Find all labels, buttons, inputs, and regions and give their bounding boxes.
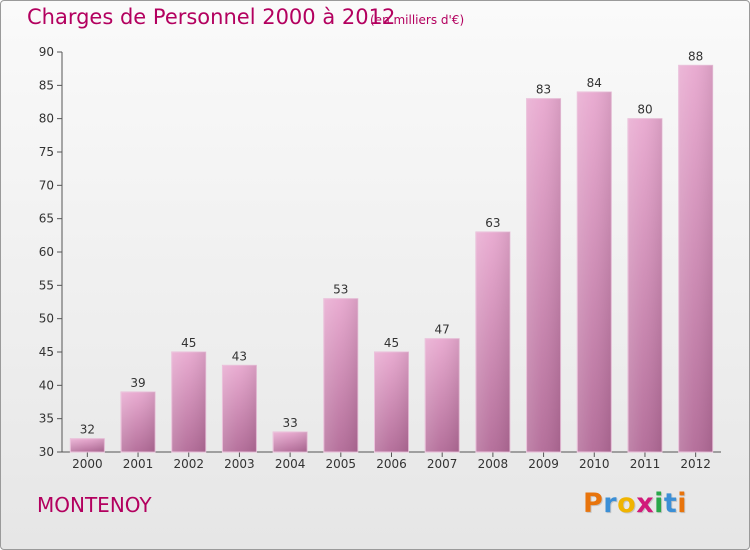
y-tick-label: 80: [39, 112, 54, 126]
y-tick-label: 65: [39, 212, 54, 226]
bar-shade: [577, 92, 612, 452]
logo-letter: P: [583, 488, 604, 519]
x-tick-label: 2008: [478, 457, 509, 471]
logo-letter: o: [617, 488, 637, 519]
data-label: 88: [688, 49, 703, 63]
bar-shade: [678, 65, 713, 452]
y-tick-label: 90: [39, 45, 54, 59]
data-label: 39: [130, 376, 145, 390]
y-tick-label: 85: [39, 78, 54, 92]
bars: [69, 64, 714, 453]
data-label: 53: [333, 283, 348, 297]
y-tick-label: 75: [39, 145, 54, 159]
x-tick-label: 2005: [326, 457, 357, 471]
bar-shade: [526, 98, 561, 453]
y-tick-label: 50: [39, 312, 54, 326]
x-tick-label: 2004: [275, 457, 306, 471]
y-tick-label: 70: [39, 178, 54, 192]
bar-shade: [425, 338, 460, 452]
data-label: 33: [282, 416, 297, 430]
data-label: 83: [536, 83, 551, 97]
bar-shade: [222, 365, 257, 452]
bar-shade: [475, 232, 510, 452]
y-tick-label: 35: [39, 412, 54, 426]
x-tick-label: 2006: [376, 457, 407, 471]
proxiti-logo: Proxiti: [583, 488, 687, 519]
bar-shade: [627, 118, 662, 453]
y-tick-label: 60: [39, 245, 54, 259]
data-label: 32: [80, 423, 95, 437]
logo-letter: i: [677, 488, 688, 519]
data-label: 45: [384, 336, 399, 350]
x-tick-label: 2000: [72, 457, 103, 471]
chart-subtitle: (en milliers d'€): [370, 13, 465, 27]
commune-name: MONTENOY: [37, 493, 152, 517]
bar-shade: [171, 352, 206, 452]
axes: 30 35 40 45 50 55 60 65 70 75 80 85 90 2000 2001 2002 20…: [39, 45, 721, 471]
data-label: 80: [637, 103, 652, 117]
data-label: 84: [587, 76, 602, 90]
bar-shade: [323, 298, 358, 452]
x-tick-label: 2001: [123, 457, 154, 471]
y-tick-label: 45: [39, 345, 54, 359]
y-tick-label: 55: [39, 278, 54, 292]
logo-letter: r: [603, 488, 618, 519]
x-tick-label: 2011: [630, 457, 661, 471]
value-labels: 32 39 45 43 33 53 45 47 63 83 84 80 88: [80, 49, 704, 436]
x-tick-label: 2007: [427, 457, 458, 471]
x-tick-label: 2010: [579, 457, 610, 471]
x-tick-label: 2003: [224, 457, 255, 471]
logo-letter: t: [663, 488, 678, 519]
bar-shade: [70, 438, 105, 452]
bar-shade: [374, 352, 409, 452]
logo-letter: i: [654, 488, 664, 519]
x-tick-label: 2012: [680, 457, 711, 471]
data-label: 45: [181, 336, 196, 350]
data-label: 47: [435, 323, 450, 337]
y-tick-label: 40: [39, 378, 54, 392]
data-label: 43: [232, 349, 247, 363]
y-tick-label: 30: [39, 445, 54, 459]
x-tick-label: 2002: [173, 457, 204, 471]
chart-title: Charges de Personnel 2000 à 2012: [27, 5, 396, 29]
x-tick-label: 2009: [528, 457, 559, 471]
data-label: 63: [485, 216, 500, 230]
bar-shade: [273, 432, 308, 452]
logo-letter: x: [636, 488, 655, 519]
bar-shade: [121, 392, 156, 452]
